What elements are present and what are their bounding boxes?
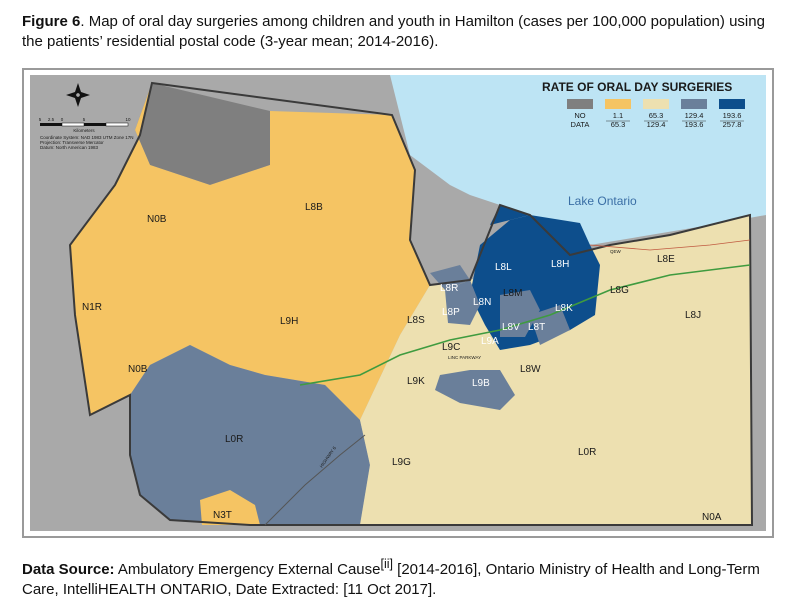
label-l8w: L8W <box>520 364 541 375</box>
legend-label-0b: DATA <box>571 120 590 129</box>
svg-text:0: 0 <box>61 117 64 122</box>
escarpment-line <box>299 264 751 386</box>
legend: NO DATA 1.1 65.3 65.3 129.4 129.4 193.6 … <box>567 99 745 129</box>
svg-text:5: 5 <box>83 117 86 122</box>
data-source: Data Source: Ambulatory Emergency Extern… <box>22 554 782 600</box>
region-no-data <box>135 83 270 185</box>
legend-label-3a: 129.4 <box>685 111 704 120</box>
region-l9b <box>435 370 515 410</box>
lake-label: Lake Ontario <box>568 194 637 208</box>
legend-label-2a: 65.3 <box>649 111 664 120</box>
hamilton-boundary <box>68 81 754 526</box>
region-l8m <box>500 290 540 337</box>
label-l8v: L8V <box>502 322 520 333</box>
figure-title: . Map of oral day surgeries among childr… <box>22 13 765 50</box>
label-l8e: L8E <box>657 254 675 265</box>
label-l9h: L9H <box>280 316 298 327</box>
label-l9c: L9C <box>442 342 460 353</box>
label-n0a: N0A <box>702 512 722 523</box>
choropleth-map: RATE OF ORAL DAY SURGERIES NO DATA 1.1 6… <box>30 75 766 531</box>
label-l8j: L8J <box>685 310 701 321</box>
svg-text:10: 10 <box>125 117 131 122</box>
label-l8h: L8H <box>551 259 569 270</box>
source-text-1: Ambulatory Emergency External Cause <box>114 561 381 578</box>
label-l8r: L8R <box>440 283 458 294</box>
label-linc: LINC PARKWAY <box>448 355 481 360</box>
label-l9a: L9A <box>481 336 499 347</box>
compass-rose-icon <box>66 83 90 107</box>
svg-text:Kilometers: Kilometers <box>73 128 95 133</box>
label-qew: QEW <box>610 249 622 254</box>
legend-label-4a: 193.6 <box>723 111 742 120</box>
region-l8t <box>530 305 570 345</box>
label-l8t: L8T <box>528 322 545 333</box>
label-n1r: N1R <box>82 302 102 313</box>
legend-label-0a: NO <box>574 111 585 120</box>
label-l8n: L8N <box>473 297 491 308</box>
legend-title: RATE OF ORAL DAY SURGERIES <box>542 80 732 94</box>
region-n3t <box>200 490 260 525</box>
label-l8s: L8S <box>407 315 425 326</box>
figure-caption: Figure 6. Map of oral day surgeries amon… <box>22 12 782 52</box>
label-l0r-east: L0R <box>578 447 596 458</box>
label-l8l: L8L <box>495 262 512 273</box>
label-l8g: L8G <box>610 285 629 296</box>
region-l8p <box>445 280 480 325</box>
legend-swatch-3 <box>681 99 707 109</box>
label-n0b-south: N0B <box>128 364 148 375</box>
svg-text:Datum: North American 1983: Datum: North American 1983 <box>40 145 99 150</box>
lake-ontario <box>390 75 766 245</box>
legend-label-4b: 257.8 <box>723 120 742 129</box>
source-sup: [ii] <box>380 557 394 571</box>
source-text-2: [2014-2016], Ontario Ministry of Health … <box>22 561 760 598</box>
label-l8k: L8K <box>555 303 573 314</box>
figure-label: Figure 6 <box>22 13 81 30</box>
label-l8b: L8B <box>305 202 323 213</box>
svg-text:Coordinate System: NAD 1983 UT: Coordinate System: NAD 1983 UTM Zone 17N <box>40 135 134 140</box>
svg-text:5: 5 <box>39 117 42 122</box>
legend-label-1a: 1.1 <box>613 111 623 120</box>
source-label: Data Source: <box>22 561 115 578</box>
label-n0b-north: N0B <box>147 214 167 225</box>
label-l9g: L9G <box>392 457 411 468</box>
highway-6-line <box>264 434 366 526</box>
legend-swatch-2 <box>643 99 669 109</box>
legend-label-1b: 65.3 <box>611 120 626 129</box>
svg-text:2.5: 2.5 <box>48 117 55 122</box>
legend-swatch-no-data <box>567 99 593 109</box>
label-l8m: L8M <box>503 288 522 299</box>
legend-label-2b: 129.4 <box>647 120 666 129</box>
legend-swatch-1 <box>605 99 631 109</box>
legend-swatch-4 <box>719 99 745 109</box>
label-n3t: N3T <box>213 510 232 521</box>
label-l9b: L9B <box>472 378 490 389</box>
region-slate-sw <box>130 345 370 525</box>
region-yellow-north <box>70 83 430 420</box>
label-l8p: L8P <box>442 307 460 318</box>
legend-label-3b: 193.6 <box>685 120 704 129</box>
svg-text:Projection: Transverse Mercato: Projection: Transverse Mercator <box>40 140 104 145</box>
scale-bar: 5 2.5 0 5 10 Kilometers Coordinate Syste… <box>39 117 134 150</box>
label-l0r-west: L0R <box>225 434 243 445</box>
label-l9k: L9K <box>407 376 425 387</box>
